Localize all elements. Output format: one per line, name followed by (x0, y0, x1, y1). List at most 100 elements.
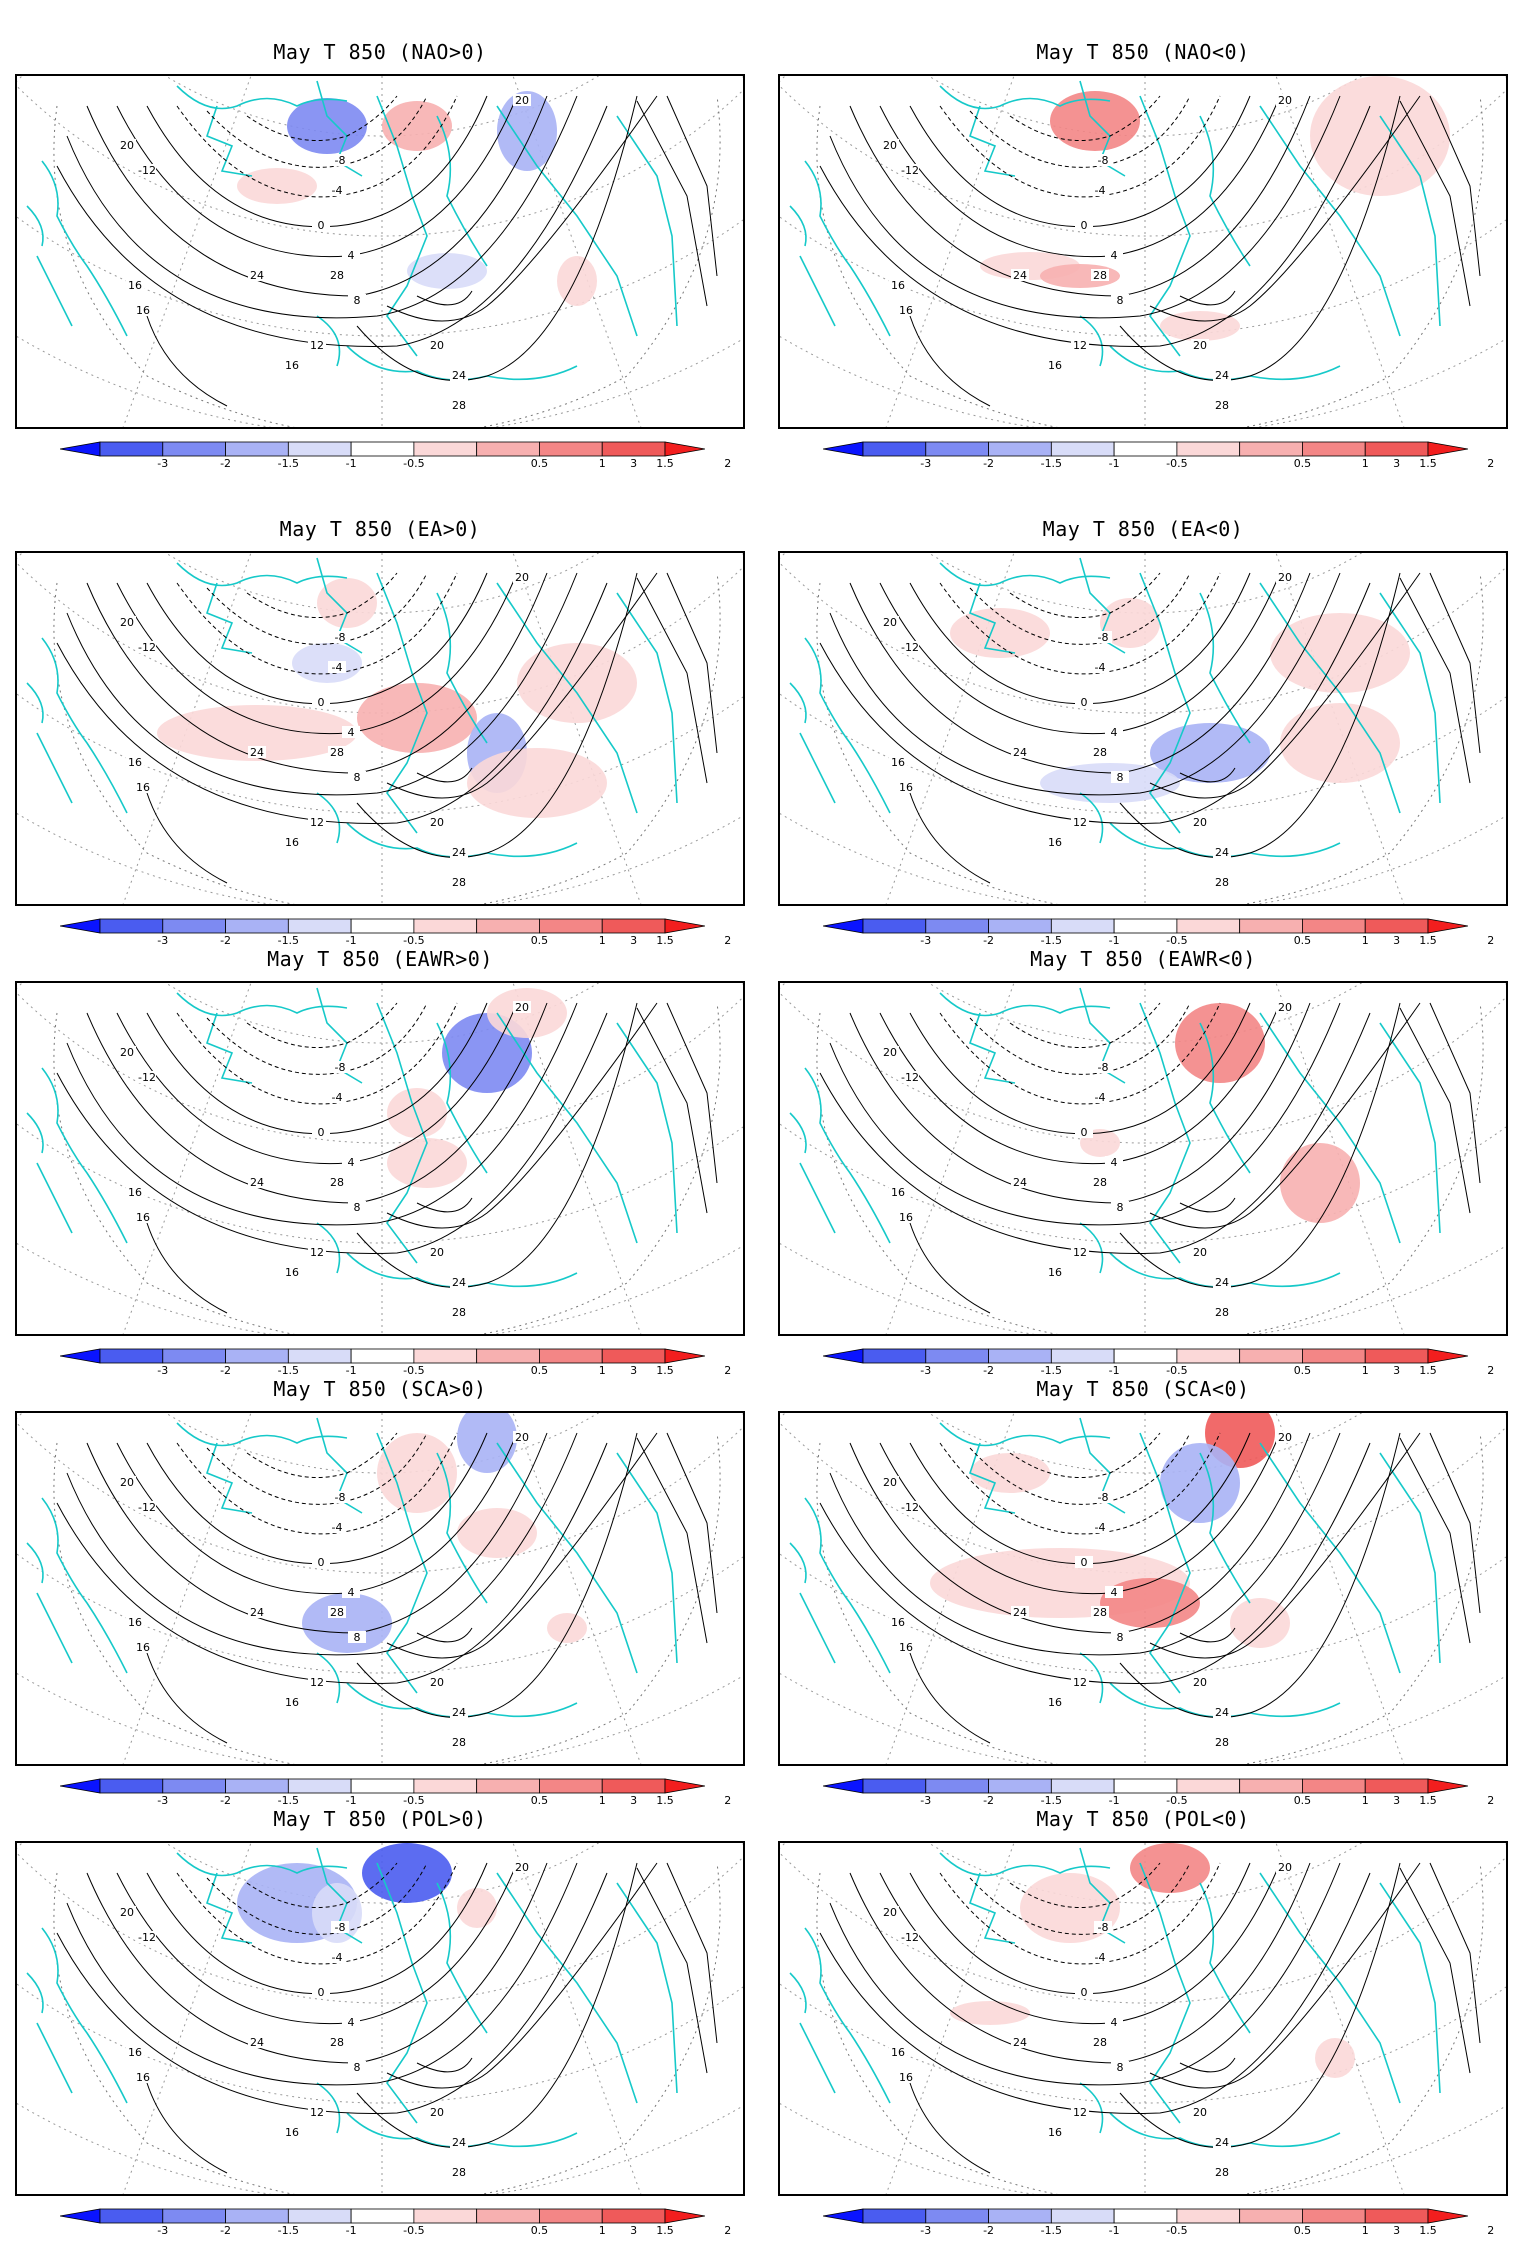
contour-label-bg (1091, 269, 1109, 281)
colorbar-svg (822, 1348, 1469, 1364)
colorbar-segment (539, 918, 603, 934)
coastline (616, 1882, 678, 2094)
contour-label: 4 (348, 1156, 355, 1169)
isotherm-contour (1119, 572, 1401, 858)
colorbar-segment (1113, 1348, 1178, 1364)
anomaly-shading (497, 91, 557, 171)
colorbar-segment (350, 1778, 415, 1794)
isotherm-contour (666, 95, 718, 277)
panel-title: May T 850 (EAWR>0) (267, 947, 493, 971)
colorbar-segment (162, 918, 226, 934)
contour-label-bg (450, 2136, 468, 2148)
colorbar-tick-label: -3 (157, 457, 169, 470)
isotherm-contour (416, 2057, 473, 2073)
colorbar-tick-label: -1 (345, 2224, 357, 2237)
contour-label-bg (134, 781, 152, 793)
coastline (939, 1852, 1111, 1877)
colorbar-tick-label: 1 (598, 1794, 606, 1807)
isotherm-contour (969, 1862, 1191, 1935)
panel-title: May T 850 (POL>0) (273, 1807, 487, 1831)
contour-label-bg (428, 339, 446, 351)
coastline (26, 682, 44, 724)
contour-label-bg (1276, 1861, 1294, 1873)
contour-label: 20 (430, 1246, 444, 1259)
contour-label-bg (1111, 771, 1129, 783)
anomaly-shading (1160, 1443, 1240, 1523)
anomaly-shading (1310, 76, 1450, 196)
contour-label: 20 (515, 571, 529, 584)
coastline (436, 1452, 488, 1604)
colorbar-segment (1176, 2208, 1241, 2224)
coastline (176, 992, 348, 1017)
contour-label: 0 (318, 1126, 325, 1139)
contour-label-bg (901, 1071, 919, 1083)
contour-label-bg (450, 1306, 468, 1318)
contour-label-bg (1213, 399, 1231, 411)
isotherm-contour (819, 1012, 1371, 1254)
contour-label: 20 (430, 1676, 444, 1689)
contour-label-bg (1276, 94, 1294, 106)
coastline (496, 1012, 638, 1244)
colorbar-segment (1050, 2208, 1115, 2224)
map-frame: -12 -8 -4 0 4 8 12 16 20 24 28 16 16 20 24 28 20 (15, 551, 745, 906)
coastline (36, 732, 73, 804)
colorbar-tick-label: 1.5 (1419, 2224, 1437, 2237)
colorbar-tick-label: -1.5 (1040, 457, 1063, 470)
colorbar-segment (1364, 441, 1429, 457)
coastline (41, 1067, 128, 1244)
isotherm-contour (636, 1437, 708, 1644)
contour-label: 28 (452, 399, 466, 412)
isotherm-contour (56, 105, 608, 347)
contour-label-bg (513, 94, 531, 106)
coastline (41, 637, 128, 814)
contour-label: 24 (250, 746, 264, 759)
contour-label-bg (1091, 1951, 1109, 1963)
contour-label-bg (889, 1186, 907, 1198)
coastline (36, 1162, 73, 1234)
colorbar-segment (413, 2208, 478, 2224)
contour-label: 28 (330, 1606, 344, 1619)
isotherm-contour (66, 1432, 578, 1656)
contour-label: -12 (138, 1931, 156, 1944)
coastline (376, 95, 428, 357)
contour-label-bg (312, 1556, 330, 1568)
colorbar: -3 -2 -1.5 -1 -0.5 0.5 1 1.5 2 3 (822, 918, 1494, 952)
contour-label-bg (342, 726, 360, 738)
colorbar-ticks: -3 -2 -1.5 -1 -0.5 0.5 1 1.5 2 3 (60, 2224, 731, 2240)
contour-label: 20 (1193, 816, 1207, 829)
contour-label-bg (1213, 1736, 1231, 1748)
contour-label-bg (1213, 369, 1231, 381)
contour-label: 8 (354, 1631, 361, 1644)
contour-label-bg (513, 1431, 531, 1443)
colorbar-extend-high (1427, 1348, 1469, 1364)
map-svg: -12 -8 -4 0 4 8 12 16 20 24 28 16 16 20 24 28 20 (17, 553, 743, 904)
colorbar-segment (225, 918, 289, 934)
isotherm-contour (879, 572, 1281, 735)
contour-label: -4 (332, 1951, 343, 1964)
colorbar-segment (287, 2208, 352, 2224)
colorbar-tick-label: 2 (1487, 457, 1495, 470)
isotherm-contour (909, 792, 991, 884)
contour-label: 24 (1215, 846, 1229, 859)
colorbar-segment (1302, 1778, 1366, 1794)
colorbar-segment (287, 441, 352, 457)
contour-label-bg (308, 2106, 326, 2118)
colorbar-extend-high (1427, 1778, 1469, 1794)
contour-label: 24 (452, 1276, 466, 1289)
colorbar-svg (822, 441, 1469, 457)
contour-label: -8 (1098, 1061, 1109, 1074)
coastline (26, 1972, 44, 2014)
coastline (969, 1872, 1016, 1944)
contour-label-bg (1011, 1176, 1029, 1188)
isotherm-contour (829, 1002, 1341, 1226)
contour-label-bg (248, 269, 266, 281)
colorbar-segment (162, 1778, 226, 1794)
map-frame: -12 -8 -4 0 4 8 12 16 20 24 28 16 16 20 24 28 20 (15, 1841, 745, 2196)
colorbar-segment (287, 1348, 352, 1364)
colorbar-svg (59, 1348, 706, 1364)
isotherm-contour (1009, 1432, 1161, 1478)
contour-label: 28 (452, 1736, 466, 1749)
isotherm-contour (246, 95, 398, 141)
isotherm-contour (56, 1872, 608, 2114)
colorbar-segment (287, 918, 352, 934)
